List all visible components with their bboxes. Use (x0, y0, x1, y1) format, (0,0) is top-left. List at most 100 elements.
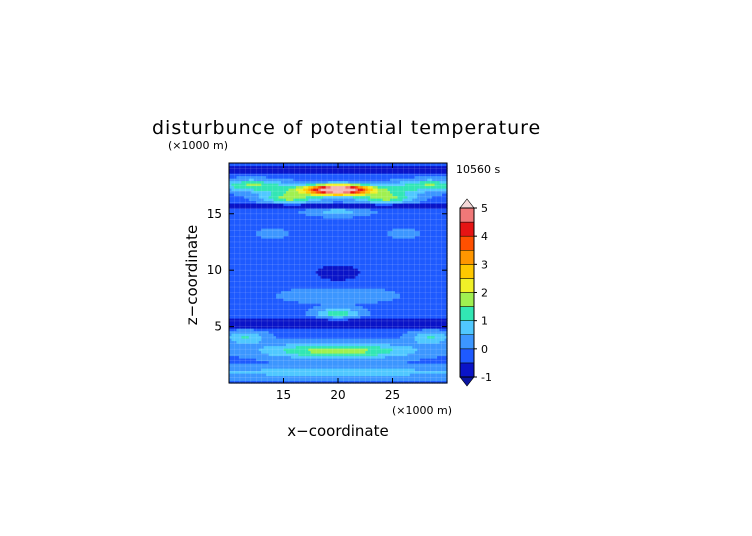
contour-cell (402, 260, 406, 264)
contour-cell (404, 373, 408, 377)
contour-cell (248, 343, 252, 347)
contour-cell (404, 348, 408, 352)
contour-cell (335, 350, 339, 354)
contour-cell (323, 258, 327, 262)
contour-cell (345, 310, 349, 314)
contour-cell (229, 260, 233, 264)
contour-cell (370, 288, 374, 292)
contour-cell (330, 285, 334, 289)
contour-cell (335, 380, 339, 384)
contour-cell (256, 328, 260, 332)
contour-cell (380, 378, 384, 382)
contour-cell (434, 378, 438, 382)
contour-cell (258, 273, 262, 277)
contour-cell (342, 290, 347, 294)
contour-cell (402, 288, 406, 292)
contour-cell (342, 308, 347, 312)
contour-cell (236, 258, 240, 262)
contour-cell (313, 250, 317, 254)
contour-cell (382, 300, 386, 304)
contour-cell (362, 330, 366, 334)
contour-cell (404, 295, 408, 299)
contour-cell (333, 255, 337, 259)
contour-cell (290, 323, 295, 327)
contour-cell (427, 263, 431, 267)
contour-cell (305, 323, 309, 327)
contour-cell (412, 295, 416, 299)
contour-cell (320, 255, 324, 259)
contour-cell (229, 333, 233, 337)
contour-cell (382, 343, 386, 347)
contour-cell (375, 305, 379, 309)
contour-cell (300, 358, 304, 362)
contour-cell (355, 373, 359, 377)
contour-cell (308, 275, 312, 279)
contour-cell (300, 313, 304, 317)
contour-cell (298, 320, 302, 324)
contour-cell (412, 310, 416, 314)
contour-cell (407, 345, 411, 349)
contour-cell (238, 250, 242, 254)
contour-cell (338, 370, 342, 374)
contour-cell (246, 375, 250, 379)
contour-cell (345, 265, 349, 269)
contour-cell (390, 380, 394, 384)
contour-cell (335, 318, 339, 322)
contour-cell (387, 358, 391, 362)
contour-cell (263, 290, 267, 294)
contour-cell (392, 273, 396, 277)
contour-cell (238, 298, 242, 302)
contour-cell (281, 278, 285, 282)
contour-cell (355, 335, 359, 339)
contour-cell (402, 310, 406, 314)
contour-cell (333, 248, 337, 252)
contour-cell (377, 278, 381, 282)
contour-cell (323, 263, 327, 267)
contour-cell (251, 285, 255, 289)
contour-cell (263, 258, 267, 262)
contour-cell (251, 305, 255, 309)
contour-cell (382, 370, 386, 374)
contour-cell (256, 323, 260, 327)
contour-cell (380, 330, 384, 334)
contour-cell (404, 330, 408, 334)
contour-cell (318, 278, 322, 282)
contour-cell (367, 335, 371, 339)
contour-cell (288, 255, 292, 259)
contour-cell (268, 348, 272, 352)
contour-cell (370, 283, 374, 287)
contour-cell (328, 348, 332, 352)
contour-cell (253, 290, 257, 294)
contour-cell (365, 298, 369, 302)
contour-cell (404, 290, 408, 294)
contour-cell (256, 243, 260, 247)
contour-cell (402, 345, 406, 349)
contour-cell (303, 370, 307, 374)
contour-cell (268, 330, 272, 334)
contour-cell (323, 283, 327, 287)
contour-cell (308, 365, 312, 369)
contour-cell (248, 243, 252, 247)
contour-cell (333, 270, 337, 274)
contour-cell (432, 295, 436, 299)
contour-cell (278, 315, 282, 319)
contour-cell (432, 270, 436, 274)
contour-cell (347, 240, 351, 244)
contour-cell (281, 260, 285, 264)
contour-cell (367, 320, 371, 324)
contour-cell (409, 345, 413, 349)
contour-cell (315, 368, 319, 372)
contour-cell (370, 258, 374, 262)
contour-cell (347, 350, 351, 354)
contour-cell (273, 240, 277, 244)
contour-cell (261, 320, 265, 324)
contour-cell (258, 355, 262, 359)
contour-cell (375, 318, 379, 322)
contour-cell (320, 370, 324, 374)
contour-cell (434, 305, 438, 309)
contour-cell (342, 330, 347, 334)
contour-cell (276, 333, 280, 337)
contour-cell (333, 308, 337, 312)
contour-cell (402, 378, 406, 382)
contour-cell (342, 285, 347, 289)
